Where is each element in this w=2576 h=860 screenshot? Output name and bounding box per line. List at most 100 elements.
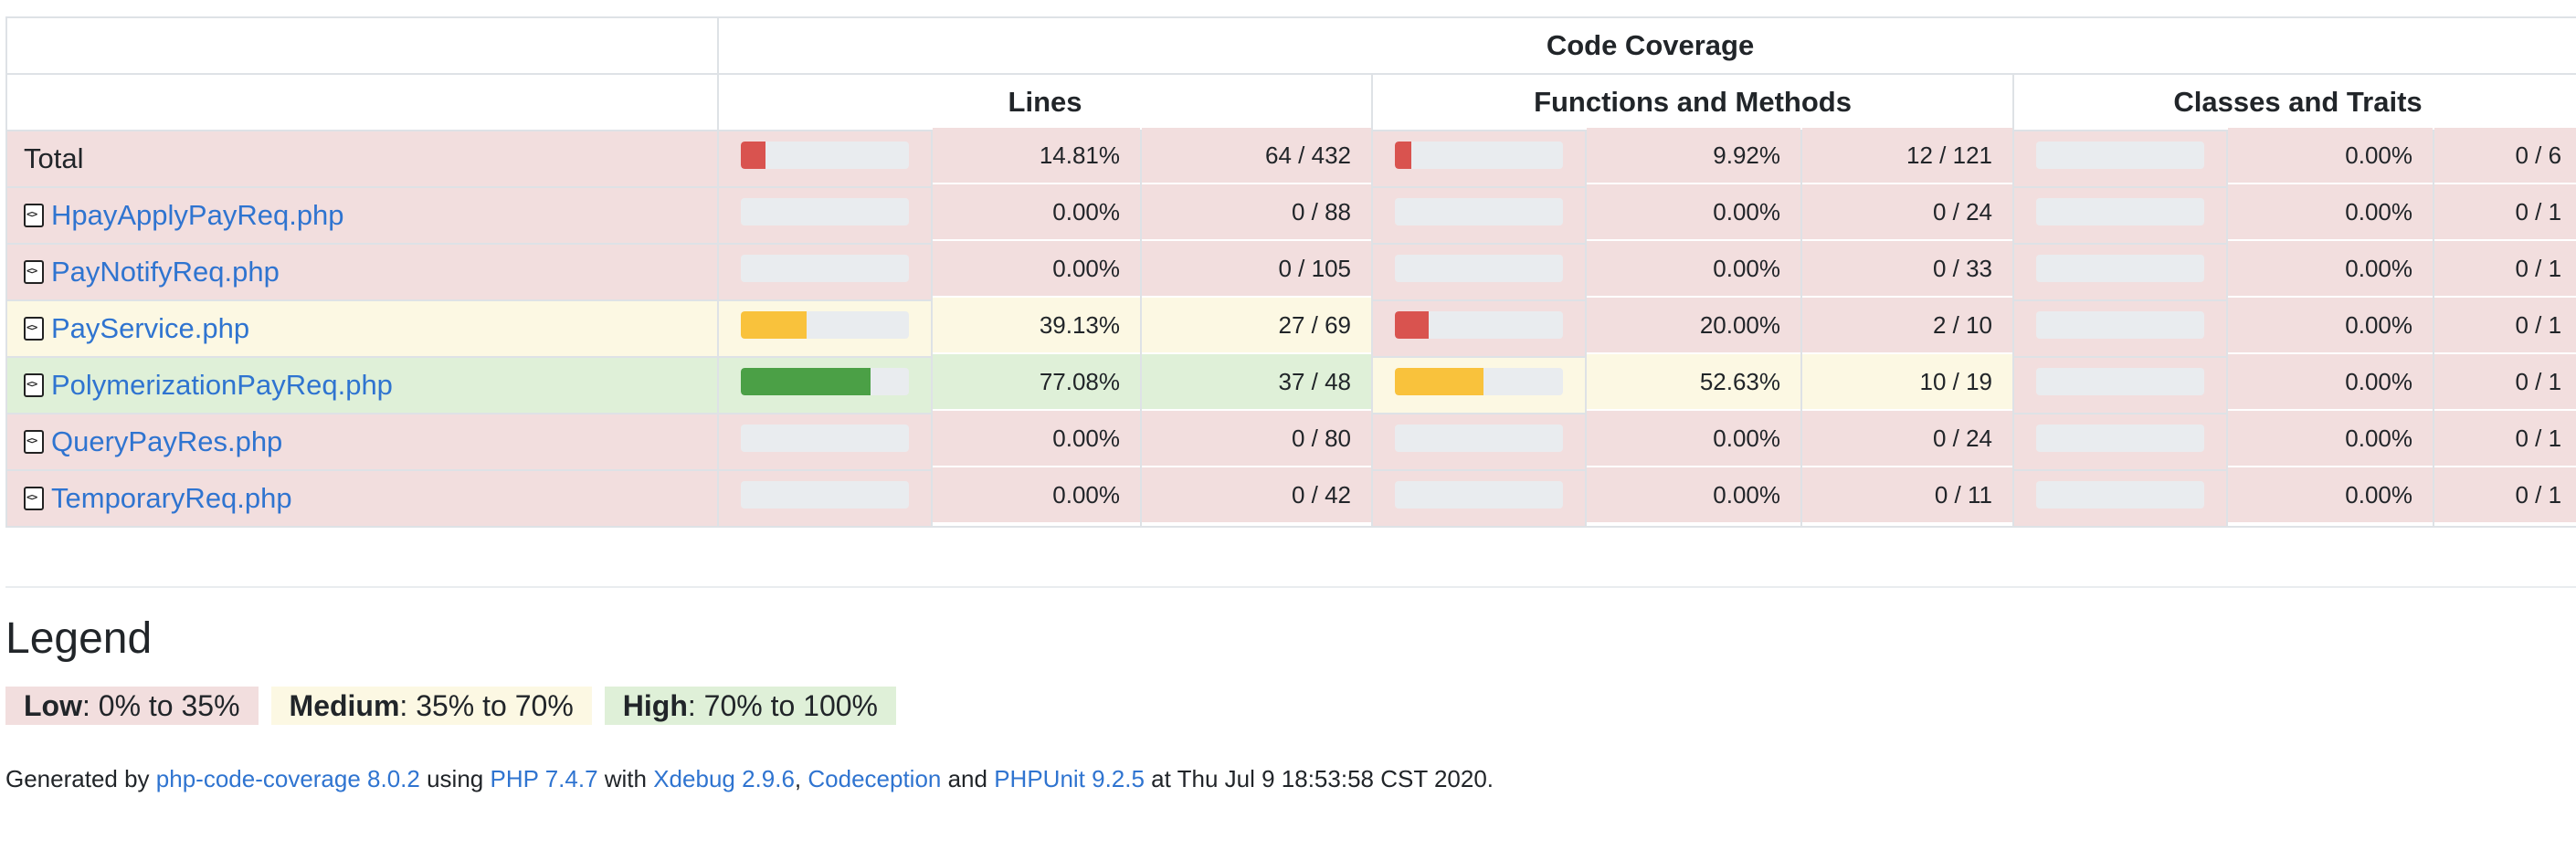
classes-count: 0 / 1	[2432, 466, 2576, 524]
functions-count: 0 / 24	[1800, 409, 2014, 467]
functions-progress-bar	[1395, 425, 1563, 452]
header-code-coverage: Code Coverage	[716, 16, 2576, 75]
classes-progress-bar	[2036, 368, 2204, 395]
lines-count: 0 / 88	[1140, 183, 1373, 241]
functions-percent: 0.00%	[1585, 239, 1802, 298]
classes-progress-bar	[2036, 255, 2204, 282]
functions-count: 0 / 33	[1800, 239, 2014, 298]
file-link[interactable]: TemporaryReq.php	[51, 482, 292, 514]
header-row-group: Code Coverage	[5, 16, 2576, 75]
lines-bar-cell	[717, 243, 933, 301]
footer-text-1: Generated by	[5, 765, 156, 792]
classes-percent: 0.00%	[2226, 183, 2434, 241]
file-code-icon	[24, 317, 44, 341]
classes-percent: 0.00%	[2226, 296, 2434, 354]
header-functions: Functions and Methods	[1371, 73, 2014, 131]
file-code-icon	[24, 204, 44, 227]
total-row: Total 14.81% 64 / 432 9.92% 12 / 121 0.00% 0 /…	[5, 126, 2576, 188]
functions-bar-cell	[1371, 130, 1587, 188]
link-phpunit[interactable]: PHPUnit 9.2.5	[994, 765, 1145, 792]
name-cell: PolymerizationPayReq.php	[5, 356, 719, 414]
lines-percent: 14.81%	[931, 126, 1142, 184]
functions-bar-cell	[1371, 243, 1587, 301]
file-link[interactable]: HpayApplyPayReq.php	[51, 199, 344, 231]
functions-count: 12 / 121	[1800, 126, 2014, 184]
functions-progress-bar	[1395, 368, 1563, 395]
lines-progress-bar	[741, 425, 909, 452]
classes-progress-bar	[2036, 311, 2204, 339]
classes-bar-cell	[2012, 243, 2228, 301]
classes-count: 0 / 1	[2432, 352, 2576, 411]
classes-progress-bar	[2036, 198, 2204, 225]
footer: Generated by php-code-coverage 8.0.2 usi…	[5, 765, 1494, 793]
lines-count: 27 / 69	[1140, 296, 1373, 354]
total-label: Total	[24, 142, 84, 174]
classes-count: 0 / 1	[2432, 183, 2576, 241]
legend-high: High: 70% to 100%	[604, 687, 896, 725]
functions-percent: 20.00%	[1585, 296, 1802, 354]
lines-count: 0 / 42	[1140, 466, 1373, 524]
file-code-icon	[24, 260, 44, 284]
lines-progress-bar	[741, 255, 909, 282]
lines-count: 37 / 48	[1140, 352, 1373, 411]
coverage-table: Code Coverage Lines Functions and Method…	[5, 16, 2576, 528]
classes-progress-bar	[2036, 425, 2204, 452]
file-row: PolymerizationPayReq.php 77.08%37 / 48 52.…	[5, 352, 2576, 414]
footer-text-4: ,	[794, 765, 808, 792]
header-row-columns: Lines Functions and Methods Classes and …	[5, 73, 2576, 131]
lines-progress-fill	[741, 311, 807, 339]
functions-progress-bar	[1395, 198, 1563, 225]
functions-progress-fill	[1395, 368, 1483, 395]
classes-count: 0 / 6	[2432, 126, 2576, 184]
legend: Low: 0% to 35% Medium: 35% to 70% High: …	[5, 687, 896, 725]
classes-percent: 0.00%	[2226, 409, 2434, 467]
footer-text-6: at Thu Jul 9 18:53:58 CST 2020.	[1144, 765, 1494, 792]
file-link[interactable]: PayService.php	[51, 312, 250, 344]
functions-progress-fill	[1395, 142, 1412, 169]
header-blank-2	[5, 73, 719, 131]
file-link[interactable]: PolymerizationPayReq.php	[51, 369, 393, 401]
functions-percent: 9.92%	[1585, 126, 1802, 184]
functions-bar-cell	[1371, 356, 1587, 414]
classes-progress-bar	[2036, 481, 2204, 509]
link-xdebug[interactable]: Xdebug 2.9.6	[653, 765, 795, 792]
classes-bar-cell	[2012, 469, 2228, 528]
functions-count: 0 / 24	[1800, 183, 2014, 241]
legend-high-range: : 70% to 100%	[687, 689, 878, 722]
name-cell: PayNotifyReq.php	[5, 243, 719, 301]
file-link[interactable]: PayNotifyReq.php	[51, 256, 280, 288]
link-php[interactable]: PHP 7.4.7	[490, 765, 598, 792]
lines-bar-cell	[717, 356, 933, 414]
name-cell: PayService.php	[5, 299, 719, 358]
lines-bar-cell	[717, 130, 933, 188]
functions-percent: 0.00%	[1585, 183, 1802, 241]
lines-progress-fill	[741, 368, 871, 395]
functions-count: 2 / 10	[1800, 296, 2014, 354]
functions-progress-fill	[1395, 311, 1429, 339]
header-classes: Classes and Traits	[2011, 73, 2576, 131]
lines-percent: 0.00%	[931, 466, 1142, 524]
legend-title: Legend	[5, 614, 153, 663]
lines-bar-cell	[717, 299, 933, 358]
link-php-code-coverage[interactable]: php-code-coverage 8.0.2	[155, 765, 420, 792]
classes-percent: 0.00%	[2226, 466, 2434, 524]
classes-bar-cell	[2012, 186, 2228, 245]
legend-low-label: Low	[24, 689, 82, 722]
legend-high-label: High	[622, 689, 688, 722]
legend-low-range: : 0% to 35%	[81, 689, 240, 722]
link-codeception[interactable]: Codeception	[808, 765, 942, 792]
functions-bar-cell	[1371, 299, 1587, 358]
lines-progress-bar	[741, 481, 909, 509]
classes-progress-bar	[2036, 142, 2204, 169]
lines-percent: 77.08%	[931, 352, 1142, 411]
classes-percent: 0.00%	[2226, 239, 2434, 298]
file-link[interactable]: QueryPayRes.php	[51, 425, 283, 457]
divider	[5, 586, 2576, 588]
functions-progress-bar	[1395, 142, 1563, 169]
lines-percent: 0.00%	[931, 409, 1142, 467]
functions-bar-cell	[1371, 186, 1587, 245]
lines-progress-fill	[741, 142, 766, 169]
legend-medium: Medium: 35% to 70%	[270, 687, 592, 725]
